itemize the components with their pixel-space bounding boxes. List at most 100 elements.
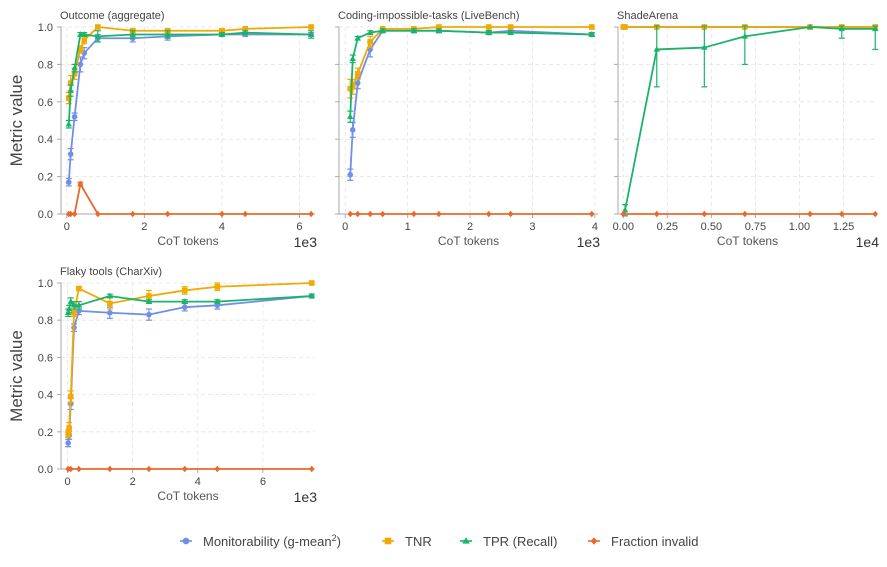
data-point <box>71 113 78 120</box>
data-point <box>65 440 71 446</box>
data-point <box>107 309 113 316</box>
data-point <box>181 298 188 304</box>
panel-title: Outcome (aggregate) <box>60 10 165 22</box>
x-tick-label: 4 <box>592 221 598 233</box>
x-axis-label: CoT tokens <box>438 234 499 248</box>
data-point <box>95 210 101 218</box>
data-point <box>67 393 74 400</box>
series-fraction-invalid <box>620 210 879 218</box>
data-point <box>76 285 82 292</box>
data-point <box>67 210 74 218</box>
data-point <box>349 127 356 133</box>
x-axis-label: CoT tokens <box>157 489 218 503</box>
series-fraction-invalid <box>65 180 314 218</box>
data-point <box>106 292 114 299</box>
legend-label: TPR (Recall) <box>483 534 557 549</box>
legend-entry: TNR <box>382 534 432 549</box>
x-tick-label: 1.00 <box>789 221 810 233</box>
data-point <box>65 305 73 312</box>
data-point <box>71 64 78 71</box>
data-point <box>67 80 74 86</box>
legend-label-main: Fraction invalid <box>611 534 698 549</box>
data-point <box>347 210 354 218</box>
data-point <box>838 210 845 218</box>
y-tick-label: 0.6 <box>38 97 53 109</box>
legend-label: TNR <box>405 534 432 549</box>
series-monitorability-g-mean- <box>347 27 595 181</box>
data-point <box>77 46 84 53</box>
data-point <box>307 31 315 37</box>
series-tpr-recall- <box>64 292 315 318</box>
y-tick-label: 0.8 <box>38 315 53 327</box>
series-line <box>349 26 592 90</box>
legend-entry: Fraction invalid <box>588 534 698 549</box>
data-point <box>622 24 628 30</box>
x-tick-label: 1 <box>405 221 411 233</box>
data-point <box>94 32 102 39</box>
chart-legend: Monitorability (g-mean2) TNR TPR (Recall) F… <box>180 533 698 549</box>
panel-title: ShadeArena <box>617 10 679 22</box>
x-tick-label: 2 <box>141 221 147 233</box>
data-point <box>379 27 386 33</box>
x-axis-label: CoT tokens <box>717 234 778 248</box>
data-point <box>354 70 361 77</box>
y-tick-label: 0.4 <box>38 134 53 146</box>
y-tick-label: 0.4 <box>38 390 53 402</box>
x-axis-exponent: 1e4 <box>856 234 880 250</box>
chart-panel-1: 0.0 0.2 0.4 0.6 0.8 1.0 0 2 4 6 Outcome (aggregate… <box>7 10 317 250</box>
data-point <box>146 311 152 318</box>
data-point <box>347 113 354 119</box>
data-point <box>67 465 74 473</box>
data-point <box>219 210 225 218</box>
x-tick-label: 2 <box>130 476 136 488</box>
x-tick-label: 1.25 <box>833 221 854 233</box>
legend-label: Monitorability (g-mean2) <box>203 533 341 549</box>
data-point <box>436 210 442 218</box>
data-point <box>129 210 136 218</box>
data-point <box>71 210 78 218</box>
x-axis-exponent: 1e3 <box>577 234 601 250</box>
legend-label-main: TPR (Recall) <box>483 534 557 549</box>
legend-label-main: TNR <box>405 534 432 549</box>
x-tick-label: 0 <box>64 221 70 233</box>
data-point <box>741 32 749 39</box>
data-point <box>653 46 660 52</box>
data-point <box>242 26 248 32</box>
legend-entry: Monitorability (g-mean2) <box>180 533 341 549</box>
chart-panel-3: 0.00 0.25 0.50 0.75 1.00 1.25 ShadeArena CoT to… <box>613 10 880 250</box>
y-tick-label: 0.8 <box>38 59 53 71</box>
x-axis-label: CoT tokens <box>157 234 218 248</box>
series-line <box>349 29 592 117</box>
legend-marker <box>462 537 470 544</box>
data-point <box>181 304 188 310</box>
series-line <box>67 33 312 183</box>
data-point <box>129 31 136 37</box>
y-axis-label: Metric value <box>7 75 26 167</box>
data-point <box>66 425 72 431</box>
data-point <box>145 298 153 304</box>
data-point <box>181 287 188 294</box>
data-point <box>507 24 514 30</box>
data-point <box>65 95 72 101</box>
data-point <box>70 301 78 308</box>
panel-title: Coding-impossible-tasks (LiveBench) <box>338 10 520 22</box>
data-point <box>588 210 595 218</box>
data-point <box>164 31 171 37</box>
data-point <box>349 84 356 90</box>
legend-label-end: ) <box>337 534 341 549</box>
data-point <box>77 180 84 188</box>
series-fraction-invalid <box>65 465 315 473</box>
data-point <box>485 24 492 30</box>
legend-label-superscript: 2 <box>332 533 337 543</box>
data-point <box>67 298 74 304</box>
legend-label-main: Monitorability (g-mean <box>203 534 332 549</box>
data-point <box>308 292 315 299</box>
series-tpr-recall- <box>65 29 315 129</box>
data-point <box>65 179 72 186</box>
y-tick-label: 0.6 <box>38 352 53 364</box>
x-axis-exponent: 1e3 <box>294 234 318 250</box>
data-point <box>347 171 354 178</box>
y-tick-label: 0.0 <box>38 464 53 476</box>
data-point <box>107 465 113 473</box>
